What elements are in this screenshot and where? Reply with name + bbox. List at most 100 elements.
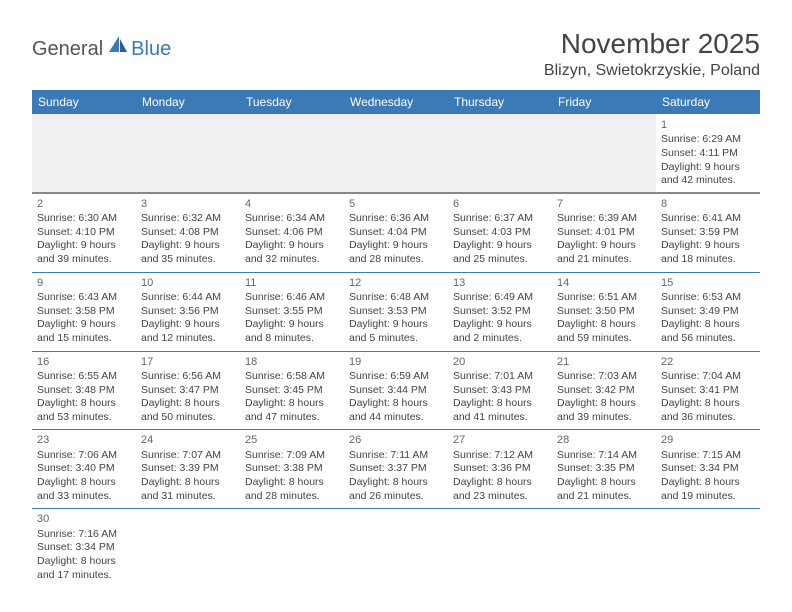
sunrise-text: Sunrise: 6:49 AM [453, 291, 547, 305]
calendar-day-cell: 16Sunrise: 6:55 AMSunset: 3:48 PMDayligh… [32, 351, 136, 430]
calendar-day-cell: 30Sunrise: 7:16 AMSunset: 3:34 PMDayligh… [32, 509, 136, 587]
sunset-text: Sunset: 3:39 PM [141, 462, 235, 476]
sunrise-text: Sunrise: 6:41 AM [661, 212, 755, 226]
calendar-week-row: 16Sunrise: 6:55 AMSunset: 3:48 PMDayligh… [32, 351, 760, 430]
day-number: 16 [37, 355, 131, 369]
daylight-text: and 39 minutes. [557, 411, 651, 425]
sunrise-text: Sunrise: 7:04 AM [661, 370, 755, 384]
daylight-text: and 39 minutes. [37, 253, 131, 267]
daylight-text: and 26 minutes. [349, 490, 443, 504]
daylight-text: and 17 minutes. [37, 569, 131, 583]
day-number: 30 [37, 512, 131, 526]
logo: General Blue [32, 34, 171, 65]
day-number: 21 [557, 355, 651, 369]
day-number: 19 [349, 355, 443, 369]
daylight-text: Daylight: 8 hours [349, 476, 443, 490]
calendar-day-cell: 12Sunrise: 6:48 AMSunset: 3:53 PMDayligh… [344, 272, 448, 351]
day-number: 20 [453, 355, 547, 369]
calendar-body: 1Sunrise: 6:29 AMSunset: 4:11 PMDaylight… [32, 114, 760, 587]
daylight-text: Daylight: 9 hours [349, 239, 443, 253]
day-number: 8 [661, 197, 755, 211]
calendar-header-row: Sunday Monday Tuesday Wednesday Thursday… [32, 90, 760, 114]
sunrise-text: Sunrise: 6:37 AM [453, 212, 547, 226]
daylight-text: and 36 minutes. [661, 411, 755, 425]
daylight-text: Daylight: 8 hours [557, 476, 651, 490]
sunrise-text: Sunrise: 6:56 AM [141, 370, 235, 384]
daylight-text: Daylight: 9 hours [37, 318, 131, 332]
daylight-text: and 8 minutes. [245, 332, 339, 346]
daylight-text: Daylight: 8 hours [245, 476, 339, 490]
calendar-day-cell: 9Sunrise: 6:43 AMSunset: 3:58 PMDaylight… [32, 272, 136, 351]
daylight-text: Daylight: 9 hours [141, 318, 235, 332]
daylight-text: Daylight: 9 hours [453, 239, 547, 253]
calendar-week-row: 9Sunrise: 6:43 AMSunset: 3:58 PMDaylight… [32, 272, 760, 351]
weekday-header: Sunday [32, 90, 136, 114]
daylight-text: and 28 minutes. [349, 253, 443, 267]
day-number: 11 [245, 276, 339, 290]
daylight-text: and 35 minutes. [141, 253, 235, 267]
sunrise-text: Sunrise: 6:55 AM [37, 370, 131, 384]
sunset-text: Sunset: 3:38 PM [245, 462, 339, 476]
sunset-text: Sunset: 4:08 PM [141, 226, 235, 240]
calendar-day-cell [136, 509, 240, 587]
daylight-text: and 18 minutes. [661, 253, 755, 267]
daylight-text: and 21 minutes. [557, 490, 651, 504]
calendar-day-cell: 11Sunrise: 6:46 AMSunset: 3:55 PMDayligh… [240, 272, 344, 351]
calendar-day-cell: 1Sunrise: 6:29 AMSunset: 4:11 PMDaylight… [656, 114, 760, 193]
day-number: 24 [141, 433, 235, 447]
calendar-day-cell: 21Sunrise: 7:03 AMSunset: 3:42 PMDayligh… [552, 351, 656, 430]
sunrise-text: Sunrise: 6:58 AM [245, 370, 339, 384]
daylight-text: and 41 minutes. [453, 411, 547, 425]
daylight-text: Daylight: 8 hours [661, 318, 755, 332]
sunrise-text: Sunrise: 7:16 AM [37, 528, 131, 542]
sunrise-text: Sunrise: 6:51 AM [557, 291, 651, 305]
daylight-text: Daylight: 9 hours [557, 239, 651, 253]
weekday-header: Saturday [656, 90, 760, 114]
daylight-text: Daylight: 8 hours [37, 476, 131, 490]
sunset-text: Sunset: 3:40 PM [37, 462, 131, 476]
daylight-text: Daylight: 9 hours [245, 318, 339, 332]
sunrise-text: Sunrise: 6:46 AM [245, 291, 339, 305]
sunset-text: Sunset: 3:34 PM [37, 541, 131, 555]
sunrise-text: Sunrise: 7:09 AM [245, 449, 339, 463]
calendar-day-cell: 23Sunrise: 7:06 AMSunset: 3:40 PMDayligh… [32, 430, 136, 509]
calendar-day-cell [552, 509, 656, 587]
daylight-text: and 42 minutes. [661, 174, 755, 188]
daylight-text: and 15 minutes. [37, 332, 131, 346]
logo-sail-icon [107, 34, 129, 59]
sunset-text: Sunset: 3:58 PM [37, 305, 131, 319]
calendar-day-cell: 25Sunrise: 7:09 AMSunset: 3:38 PMDayligh… [240, 430, 344, 509]
sunset-text: Sunset: 3:35 PM [557, 462, 651, 476]
calendar-day-cell [552, 114, 656, 193]
sunrise-text: Sunrise: 6:43 AM [37, 291, 131, 305]
daylight-text: Daylight: 8 hours [557, 318, 651, 332]
daylight-text: Daylight: 9 hours [661, 239, 755, 253]
sunrise-text: Sunrise: 6:30 AM [37, 212, 131, 226]
weekday-header: Monday [136, 90, 240, 114]
sunset-text: Sunset: 4:03 PM [453, 226, 547, 240]
sunrise-text: Sunrise: 6:32 AM [141, 212, 235, 226]
calendar-day-cell: 20Sunrise: 7:01 AMSunset: 3:43 PMDayligh… [448, 351, 552, 430]
calendar-day-cell [448, 114, 552, 193]
calendar-day-cell [240, 114, 344, 193]
calendar-day-cell: 28Sunrise: 7:14 AMSunset: 3:35 PMDayligh… [552, 430, 656, 509]
sunset-text: Sunset: 3:56 PM [141, 305, 235, 319]
sunrise-text: Sunrise: 7:15 AM [661, 449, 755, 463]
sunrise-text: Sunrise: 6:29 AM [661, 133, 755, 147]
calendar-day-cell [344, 114, 448, 193]
logo-text-blue: Blue [131, 38, 171, 61]
sunrise-text: Sunrise: 7:12 AM [453, 449, 547, 463]
daylight-text: Daylight: 9 hours [661, 161, 755, 175]
sunrise-text: Sunrise: 7:11 AM [349, 449, 443, 463]
calendar-day-cell: 24Sunrise: 7:07 AMSunset: 3:39 PMDayligh… [136, 430, 240, 509]
sunset-text: Sunset: 3:42 PM [557, 384, 651, 398]
sunrise-text: Sunrise: 6:59 AM [349, 370, 443, 384]
daylight-text: Daylight: 8 hours [141, 397, 235, 411]
daylight-text: Daylight: 8 hours [141, 476, 235, 490]
day-number: 29 [661, 433, 755, 447]
daylight-text: Daylight: 8 hours [557, 397, 651, 411]
daylight-text: and 50 minutes. [141, 411, 235, 425]
calendar-day-cell: 5Sunrise: 6:36 AMSunset: 4:04 PMDaylight… [344, 193, 448, 272]
daylight-text: and 5 minutes. [349, 332, 443, 346]
daylight-text: and 23 minutes. [453, 490, 547, 504]
